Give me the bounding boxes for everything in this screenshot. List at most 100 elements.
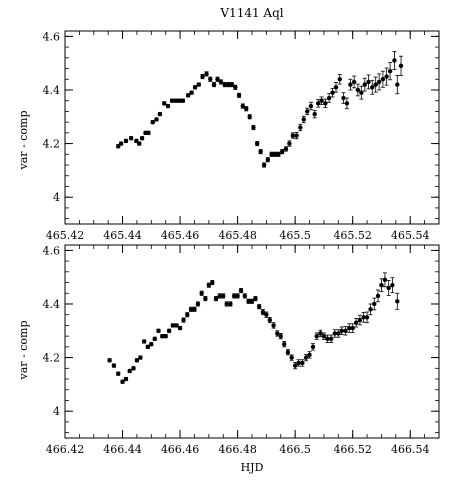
y-tick-label: 4.6 [43,244,61,257]
data-point [285,350,291,355]
data-point [146,130,151,136]
x-tick-label: 465.46 [161,229,200,242]
data-point [364,315,370,320]
y-tick-label: 4.2 [43,138,61,151]
data-point [210,280,215,285]
data-point [137,141,142,146]
data-point [177,325,183,331]
data-point [231,293,237,299]
data-point [185,312,190,317]
data-point [222,82,227,87]
data-point [247,114,252,119]
data-point [211,82,217,87]
data-point [134,358,140,363]
data-point [355,87,361,93]
data-point [189,90,194,95]
data-point [357,317,363,323]
top-panel: V1141 Aql var - comp 465.42 465.44 465.46 4… [17,6,440,242]
data-point [265,157,271,162]
data-point [387,69,393,74]
data-point [380,77,386,82]
data-point [199,291,204,296]
data-point [278,333,283,339]
data-point [203,296,208,301]
x-tick-label: 466.44 [103,443,142,456]
data-point [395,299,400,304]
data-point [258,149,263,154]
data-point [337,77,342,82]
x-tick-label: 466.54 [391,443,430,456]
data-point [177,98,182,103]
data-point [123,138,129,144]
data-point [373,82,378,87]
data-point [307,352,312,358]
data-point [301,117,306,122]
data-point [359,90,364,95]
data-point [149,341,154,347]
y-tick-label: 4.2 [43,352,61,365]
data-point [361,315,366,320]
data-point [287,141,292,146]
y-tick-label: 4 [53,405,60,418]
data-point [242,293,248,299]
data-point [228,301,233,307]
data-point [376,79,382,85]
data-point [123,376,129,382]
data-point [384,74,389,79]
data-point [386,285,391,291]
data-point [141,339,147,344]
data-point [244,106,249,111]
data-point [185,93,191,98]
x-tick-label: 465.5 [279,229,311,242]
x-tick-label: 466.46 [161,443,200,456]
x-tick-label: 465.48 [218,229,257,242]
data-point [350,325,355,331]
data-point [180,98,186,103]
data-point [233,85,238,90]
data-point [238,288,244,293]
data-point [289,355,294,360]
data-point [392,58,397,63]
y-tick-label: 4.4 [43,298,61,311]
data-point [332,331,338,336]
x-tick-label: 466.52 [333,443,372,456]
data-point [375,293,381,299]
data-point [318,331,323,336]
data-point [305,109,310,114]
data-point [213,296,219,301]
data-point [170,323,176,328]
data-point [240,103,245,109]
data-point [267,317,273,323]
data-point [351,79,357,85]
data-point [224,301,229,307]
x-tick-label: 466.5 [279,443,311,456]
data-point [196,82,201,87]
data-point [166,328,172,333]
data-point [314,333,319,339]
data-point [328,336,334,342]
data-point [215,77,220,82]
data-point [330,90,335,95]
data-point [344,101,350,106]
data-point [362,82,367,87]
y-tick-label: 4.4 [43,84,61,97]
data-point [339,328,344,333]
x-tick-label: 466.42 [46,443,85,456]
data-point [353,320,359,325]
data-point [200,74,205,79]
data-point [372,301,377,307]
data-point [254,141,260,146]
data-point [208,77,213,82]
data-point [218,79,224,85]
data-point [235,293,240,299]
x-tick-label: 465.42 [46,229,85,242]
x-axis-label: HJD [241,461,264,474]
data-point [296,360,301,366]
data-point [173,98,178,103]
data-point [195,301,201,307]
data-point [127,368,132,374]
data-point [272,152,278,157]
data-point [325,336,330,342]
data-point [256,304,262,309]
